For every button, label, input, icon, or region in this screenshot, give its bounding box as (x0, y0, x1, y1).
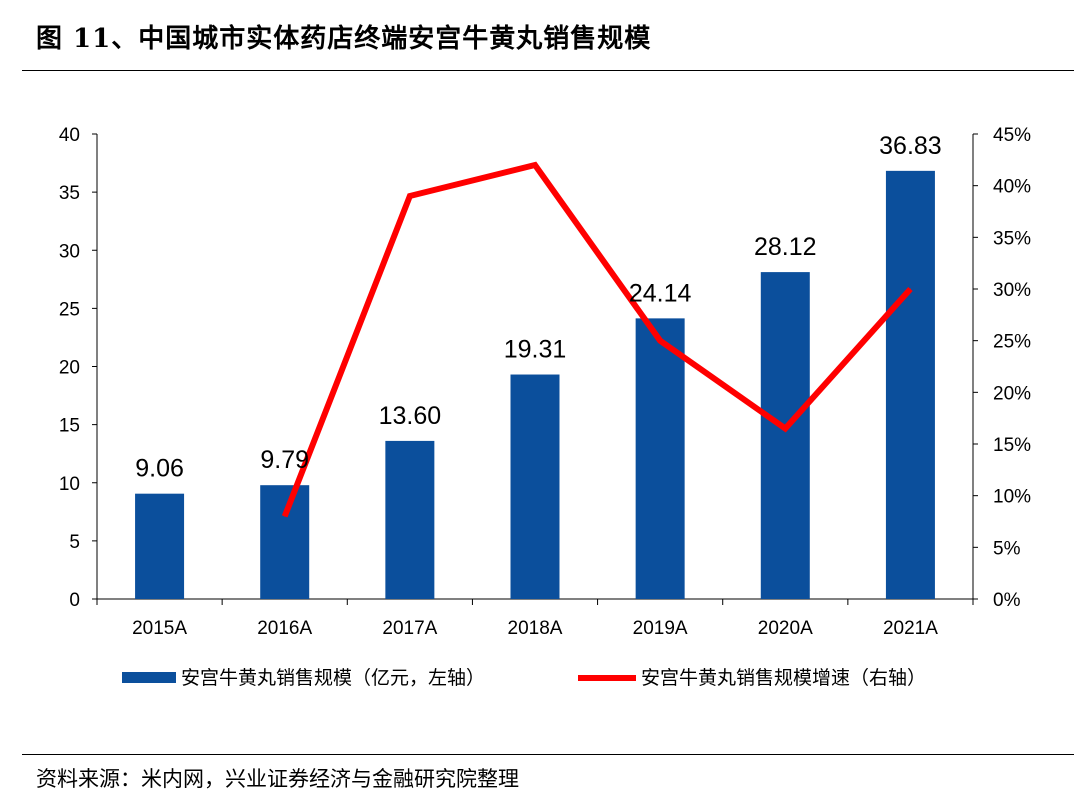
right-axis-tick-label: 25% (993, 332, 1031, 353)
right-axis-tick-label: 45% (993, 125, 1031, 146)
growth-point (534, 164, 536, 166)
right-axis-tick-label: 15% (993, 435, 1031, 456)
growth-point (659, 340, 661, 342)
chart-legend: 安宫牛黄丸销售规模（亿元，左轴） 安宫牛黄丸销售规模增速（右轴） (122, 667, 926, 689)
right-axis-tick-label: 20% (993, 383, 1031, 404)
growth-point (784, 428, 786, 429)
bar (260, 485, 310, 599)
data-labels: 9.06 9.79 13.60 19.31 24.14 28.12 36.83 (135, 132, 941, 483)
bar (385, 440, 435, 599)
right-axis-tick-label: 5% (993, 538, 1021, 559)
left-axis-tick-label: 40 (59, 125, 80, 146)
right-axis-tick-label: 35% (993, 228, 1031, 249)
chart-title: 图 11、中国城市实体药店终端安宫牛黄丸销售规模 (36, 24, 652, 54)
bar-data-label: 24.14 (629, 279, 692, 307)
growth-line (281, 161, 913, 518)
bar-data-label: 9.06 (135, 455, 184, 483)
x-axis-tick-label: 2015A (132, 618, 187, 639)
bar-data-label: 36.83 (879, 132, 942, 160)
bar-data-label: 28.12 (754, 233, 817, 261)
left-axis-tick-label: 35 (59, 183, 80, 204)
bar (885, 170, 935, 599)
title-divider (22, 70, 1074, 71)
bar (510, 374, 560, 599)
x-axis-tick-label: 2020A (758, 618, 813, 639)
bar (635, 318, 685, 599)
left-axis-tick-label: 30 (59, 241, 80, 262)
bar-data-label: 9.79 (260, 446, 309, 474)
chart-axes: 0 5 10 15 20 25 30 35 40 0% 5% 10% 15% 20% 25% 30% 35% 40… (59, 125, 1031, 639)
left-axis-tick-label: 5 (69, 532, 80, 553)
bar-data-label: 19.31 (504, 336, 567, 364)
footer-divider (22, 754, 1074, 755)
source-note: 资料来源：米内网，兴业证券经济与金融研究院整理 (36, 767, 519, 791)
left-axis-tick-label: 25 (59, 299, 80, 320)
bar (760, 272, 810, 599)
legend-bar-swatch (122, 672, 176, 683)
left-axis-tick-label: 20 (59, 358, 80, 379)
x-axis-tick-label: 2021A (883, 618, 938, 639)
left-axis-tick-label: 10 (59, 474, 80, 495)
legend-bar-label: 安宫牛黄丸销售规模（亿元，左轴） (181, 667, 485, 689)
x-axis-tick-label: 2018A (508, 618, 563, 639)
right-axis-tick-label: 0% (993, 590, 1021, 611)
legend-line-label: 安宫牛黄丸销售规模增速（右轴） (641, 667, 926, 689)
growth-point (409, 195, 411, 197)
bar-series (135, 170, 935, 599)
line-series (281, 161, 913, 518)
bar (135, 493, 185, 599)
right-axis-tick-label: 40% (993, 177, 1031, 198)
right-axis-tick-label: 30% (993, 280, 1031, 301)
x-axis-tick-label: 2016A (257, 618, 312, 639)
growth-point (284, 515, 286, 517)
x-axis-tick-label: 2017A (382, 618, 437, 639)
left-axis-tick-label: 0 (69, 590, 80, 611)
bar-data-label: 13.60 (379, 402, 442, 430)
right-axis-tick-label: 10% (993, 487, 1031, 508)
x-axis-tick-label: 2019A (633, 618, 688, 639)
left-axis-tick-label: 15 (59, 416, 80, 437)
growth-point (909, 288, 911, 290)
